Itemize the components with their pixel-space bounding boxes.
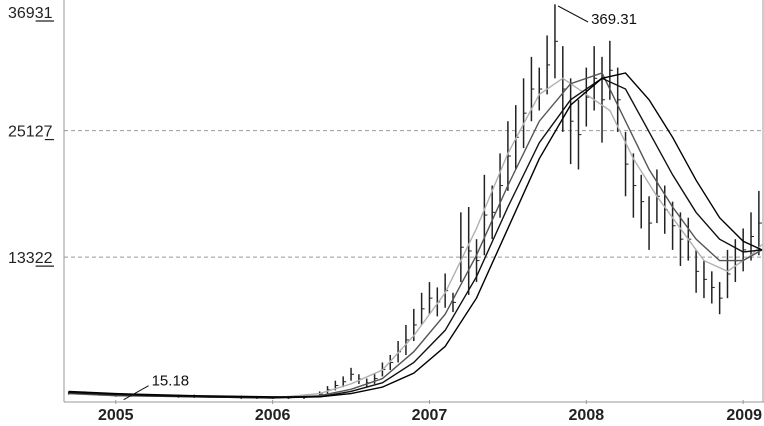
series-line (68, 72, 763, 399)
series-line (68, 72, 763, 398)
annotations: 369.31 15.18 (123, 5, 637, 401)
y-tick-label: 25127 (8, 124, 53, 141)
moving-average-lines (68, 72, 763, 399)
series-line (68, 77, 763, 399)
annotation-leader (557, 5, 589, 23)
x-tick-label: 2009 (726, 407, 762, 424)
x-tick-label: 2008 (569, 407, 605, 424)
x-tick-label: 2007 (412, 407, 448, 424)
series-line (68, 77, 763, 399)
y-tick-label: 13322 (8, 250, 53, 267)
y-tick-labels: 13322 25127 36931 (8, 5, 54, 267)
price-bars (67, 4, 762, 399)
x-tick-labels: 2005 2006 2007 2008 2009 (98, 400, 762, 424)
x-tick-label: 2006 (255, 407, 291, 424)
grid-lines (64, 130, 762, 258)
annotation-label: 369.31 (591, 11, 637, 28)
x-tick-label: 2005 (98, 407, 134, 424)
y-tick-label: 36931 (8, 5, 53, 22)
annotation-leader (123, 385, 149, 401)
annotation-label: 15.18 (152, 373, 190, 390)
